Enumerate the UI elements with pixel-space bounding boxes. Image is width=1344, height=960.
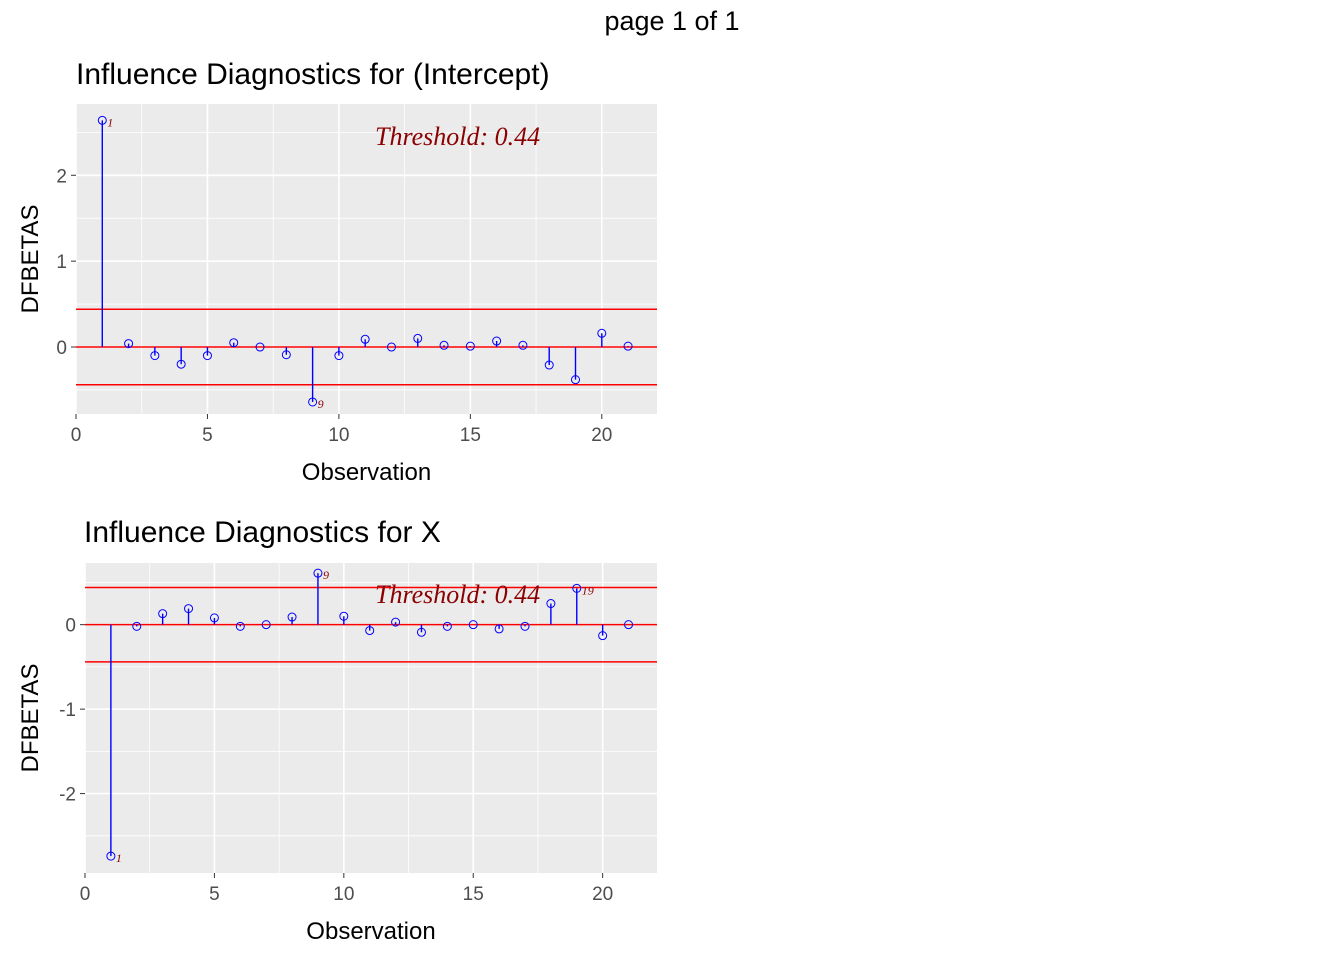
data-point <box>97 115 107 125</box>
chart-panel-2: Influence Diagnostics for X1919Threshold… <box>17 516 657 945</box>
y-tick-label: 0 <box>56 338 67 359</box>
data-point <box>261 620 271 630</box>
data-point <box>468 620 478 630</box>
y-tick-label: 2 <box>56 166 67 187</box>
data-point <box>184 604 194 614</box>
x-tick-label: 15 <box>460 425 481 446</box>
data-point <box>176 359 186 369</box>
y-tick-label: 1 <box>56 252 67 273</box>
data-point <box>492 336 502 346</box>
data-point <box>281 350 291 360</box>
threshold-label: Threshold: 0.44 <box>375 580 540 609</box>
data-point <box>518 340 528 350</box>
point-label: 9 <box>318 397 324 411</box>
data-point <box>360 334 370 344</box>
data-point <box>287 612 297 622</box>
data-point <box>106 851 116 861</box>
x-tick-label: 0 <box>80 884 91 905</box>
data-point <box>439 340 449 350</box>
plot-panel <box>85 563 657 873</box>
data-point <box>624 620 634 630</box>
data-point <box>229 338 239 348</box>
data-point <box>339 611 349 621</box>
x-axis-title: Observation <box>306 918 435 945</box>
x-tick-label: 15 <box>463 884 484 905</box>
data-point <box>308 397 318 407</box>
data-point <box>255 342 265 352</box>
chart-panel-1: Influence Diagnostics for (Intercept) 1 9 T… <box>17 58 657 486</box>
data-point <box>391 617 401 627</box>
y-axis-title: DFBETAS <box>17 664 44 773</box>
data-point <box>124 339 134 349</box>
data-point <box>597 328 607 338</box>
x-tick-label: 20 <box>591 425 612 446</box>
data-point <box>209 613 219 623</box>
data-point <box>413 333 423 343</box>
data-point <box>546 599 556 609</box>
data-point <box>442 621 452 631</box>
point-label: 1 <box>116 851 122 865</box>
x-tick-label: 10 <box>328 425 349 446</box>
x-tick-label: 10 <box>333 884 354 905</box>
x-tick-label: 5 <box>202 425 213 446</box>
data-point <box>623 341 633 351</box>
data-point <box>386 342 396 352</box>
y-axis-title: DFBETAS <box>17 205 44 314</box>
point-label: 1 <box>107 115 113 129</box>
data-point <box>158 609 168 619</box>
chart-title: Influence Diagnostics for X <box>84 516 441 549</box>
data-point <box>520 621 530 631</box>
point-label: 9 <box>323 568 329 582</box>
data-point <box>132 621 142 631</box>
data-point <box>334 351 344 361</box>
x-tick-label: 5 <box>209 884 220 905</box>
data-point <box>235 621 245 631</box>
plot-panel <box>76 104 657 414</box>
data-point <box>465 341 475 351</box>
data-point <box>544 360 554 370</box>
y-tick-label: -1 <box>59 700 76 721</box>
page-header: page 1 of 1 <box>604 6 740 36</box>
data-point <box>150 351 160 361</box>
data-point <box>416 627 426 637</box>
data-point <box>494 624 504 634</box>
data-point <box>313 568 323 578</box>
y-tick-label: -2 <box>59 785 76 806</box>
x-axis-title: Observation <box>302 459 431 486</box>
x-tick-label: 0 <box>71 425 82 446</box>
point-label: 19 <box>582 583 594 597</box>
chart-title: Influence Diagnostics for (Intercept) <box>76 58 550 91</box>
data-point <box>571 375 581 385</box>
y-tick-label: 0 <box>65 616 76 637</box>
data-point <box>572 583 582 593</box>
threshold-label: Threshold: 0.44 <box>375 122 540 151</box>
data-point <box>598 631 608 641</box>
data-point <box>365 626 375 636</box>
data-point <box>202 351 212 361</box>
x-tick-label: 20 <box>592 884 613 905</box>
